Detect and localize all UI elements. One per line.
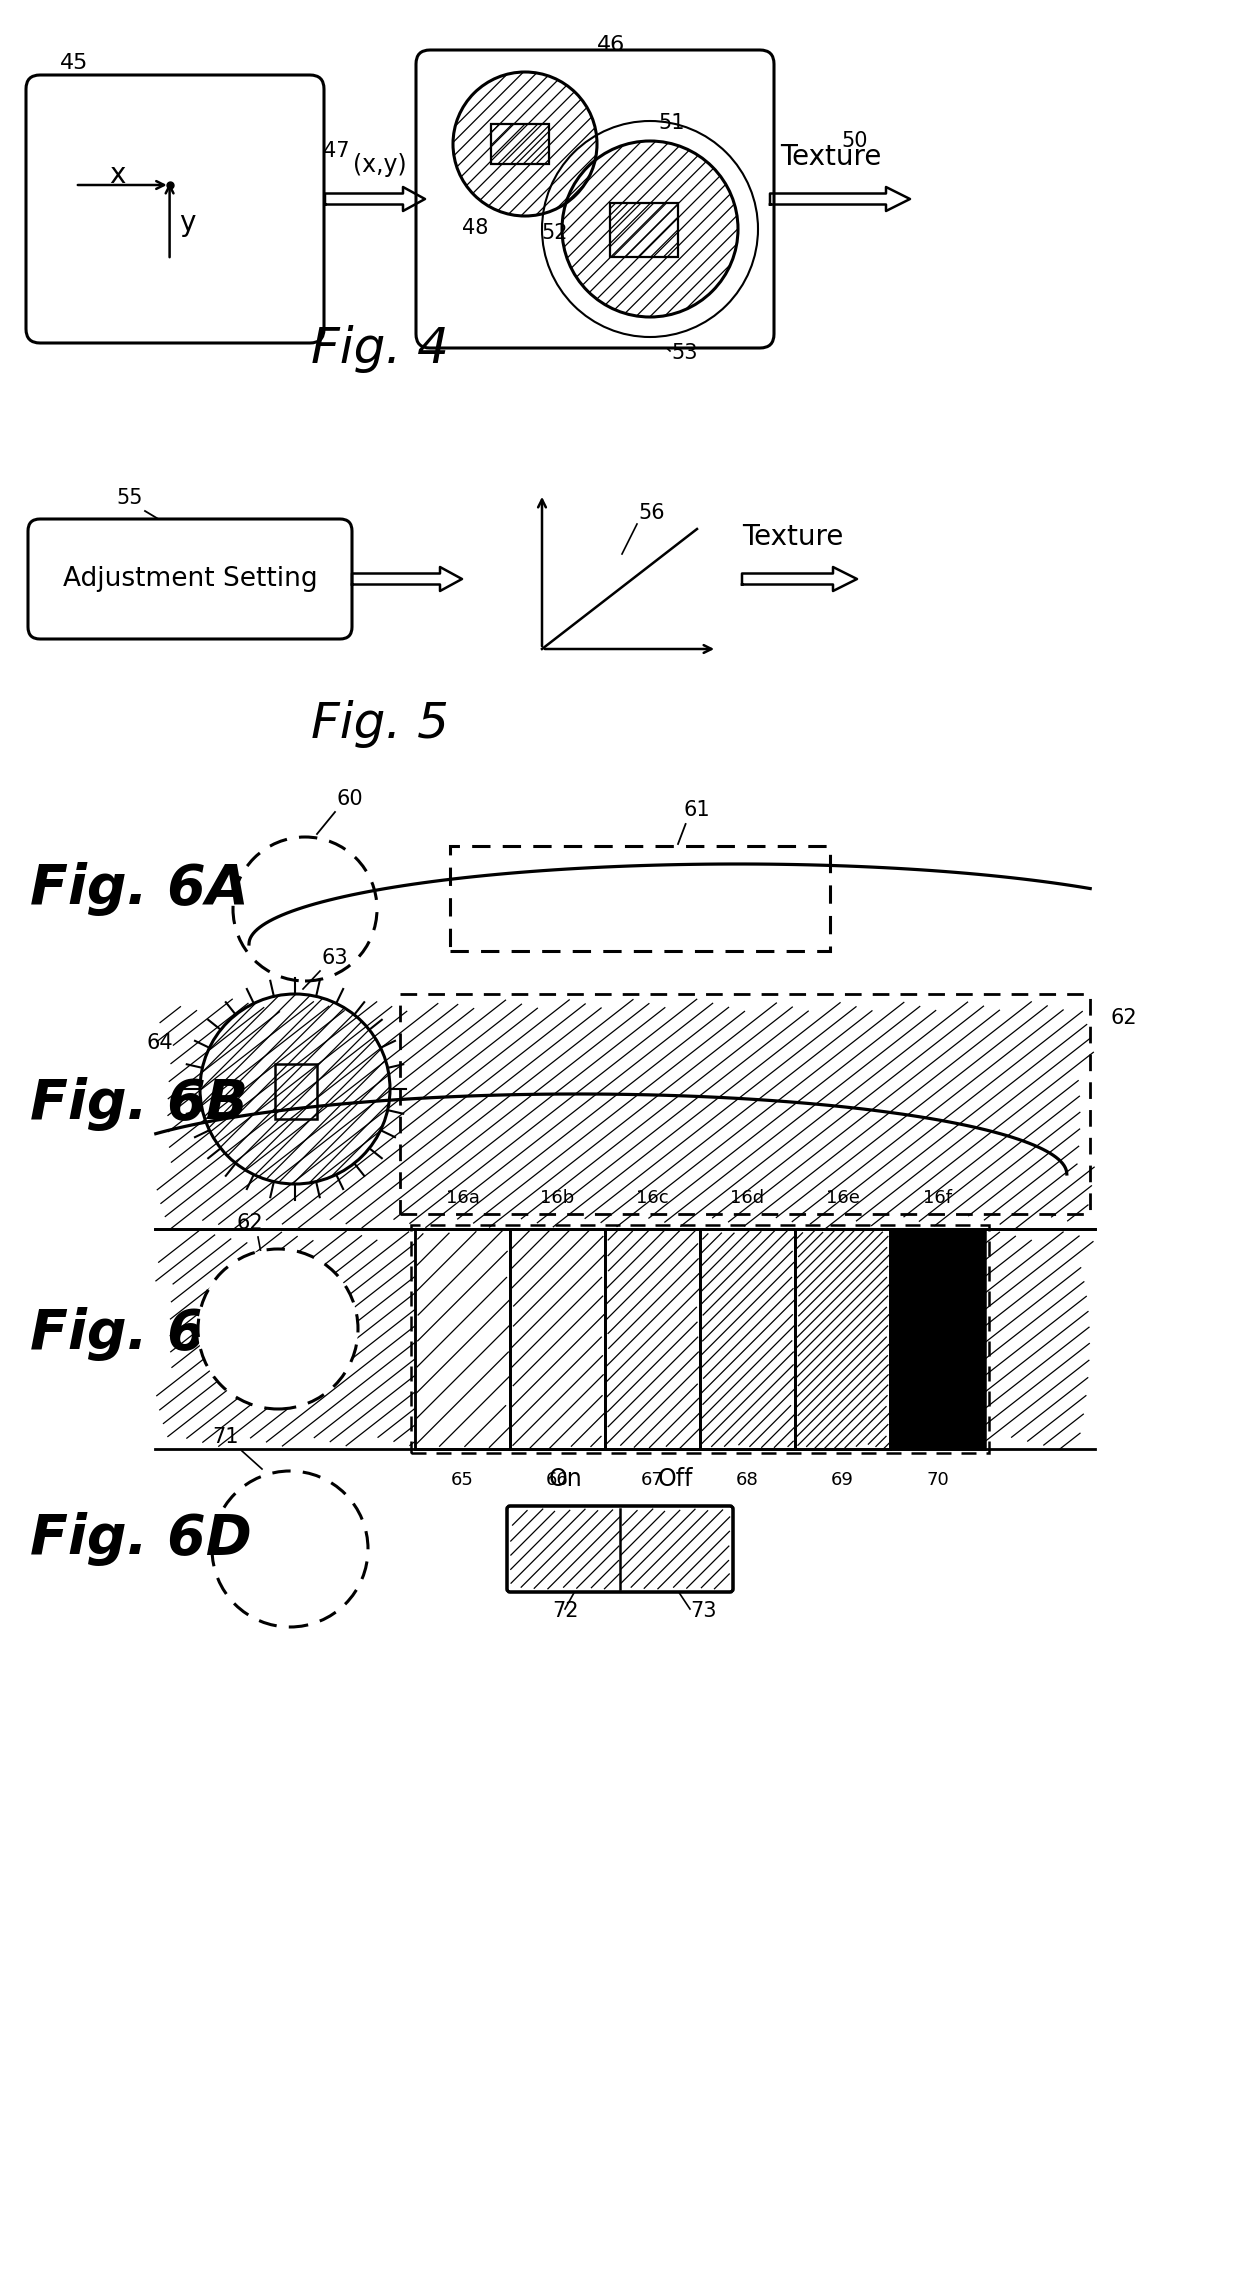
FancyBboxPatch shape [415, 50, 774, 349]
Text: 16f: 16f [923, 1190, 952, 1208]
Bar [401, 994, 1090, 1215]
Text: Fig. 5: Fig. 5 [311, 700, 449, 748]
Text: x: x [109, 162, 125, 189]
Text: 61: 61 [683, 800, 711, 820]
Text: 70: 70 [926, 1470, 949, 1488]
Text: 69: 69 [831, 1470, 854, 1488]
Text: Adjustment Setting: Adjustment Setting [63, 565, 317, 593]
Text: 67: 67 [641, 1470, 663, 1488]
Bar [450, 846, 830, 950]
FancyBboxPatch shape [26, 75, 324, 344]
Text: 63: 63 [321, 948, 348, 969]
Text: 72: 72 [552, 1602, 578, 1620]
Text: Off: Off [657, 1468, 693, 1490]
Text: 68: 68 [737, 1470, 759, 1488]
Text: 16d: 16d [730, 1190, 765, 1208]
Text: 47: 47 [322, 141, 350, 162]
Text: Fig. 4: Fig. 4 [311, 326, 449, 374]
Text: 64: 64 [146, 1032, 174, 1053]
Text: 16a: 16a [445, 1190, 480, 1208]
Text: 60: 60 [337, 789, 363, 809]
Text: Texture: Texture [742, 522, 843, 552]
FancyBboxPatch shape [507, 1506, 733, 1593]
Bar [491, 123, 549, 164]
Bar [701, 1228, 795, 1449]
Bar [610, 203, 678, 258]
Text: 52: 52 [542, 223, 568, 244]
Text: 16e: 16e [826, 1190, 859, 1208]
Bar [275, 1064, 317, 1119]
Text: 50: 50 [842, 130, 868, 150]
Text: On: On [548, 1468, 582, 1490]
Text: 16c: 16c [636, 1190, 668, 1208]
Bar [415, 1228, 510, 1449]
Text: 55: 55 [117, 488, 144, 508]
Text: y: y [180, 210, 196, 237]
Bar [605, 1228, 701, 1449]
Text: 71: 71 [212, 1427, 238, 1447]
Bar [795, 1228, 890, 1449]
Text: (x,y): (x,y) [353, 153, 407, 178]
Text: 56: 56 [639, 504, 666, 522]
Bar [890, 1228, 985, 1449]
Text: Fig. 6B: Fig. 6B [30, 1078, 248, 1130]
Bar [510, 1228, 605, 1449]
Bar [701, 1228, 795, 1449]
Text: 48: 48 [461, 219, 489, 237]
Text: Fig. 6A: Fig. 6A [30, 861, 249, 916]
Text: 46: 46 [598, 34, 626, 55]
Text: 65: 65 [451, 1470, 474, 1488]
Circle shape [198, 1249, 358, 1408]
Text: 53: 53 [672, 344, 698, 362]
Text: 62: 62 [1110, 1007, 1137, 1028]
Text: Fig. 6D: Fig. 6D [30, 1511, 252, 1566]
Bar [605, 1228, 701, 1449]
Text: 51: 51 [658, 114, 686, 132]
Text: 62: 62 [237, 1212, 263, 1233]
Text: 66: 66 [546, 1470, 569, 1488]
FancyBboxPatch shape [29, 520, 352, 638]
Bar [795, 1228, 890, 1449]
Text: Fig. 6C: Fig. 6C [30, 1306, 247, 1361]
Text: 16b: 16b [541, 1190, 574, 1208]
Bar [410, 1226, 990, 1454]
Bar [510, 1228, 605, 1449]
Text: Texture: Texture [780, 144, 882, 171]
Text: 73: 73 [689, 1602, 717, 1620]
Bar [415, 1228, 510, 1449]
Text: 45: 45 [60, 52, 88, 73]
